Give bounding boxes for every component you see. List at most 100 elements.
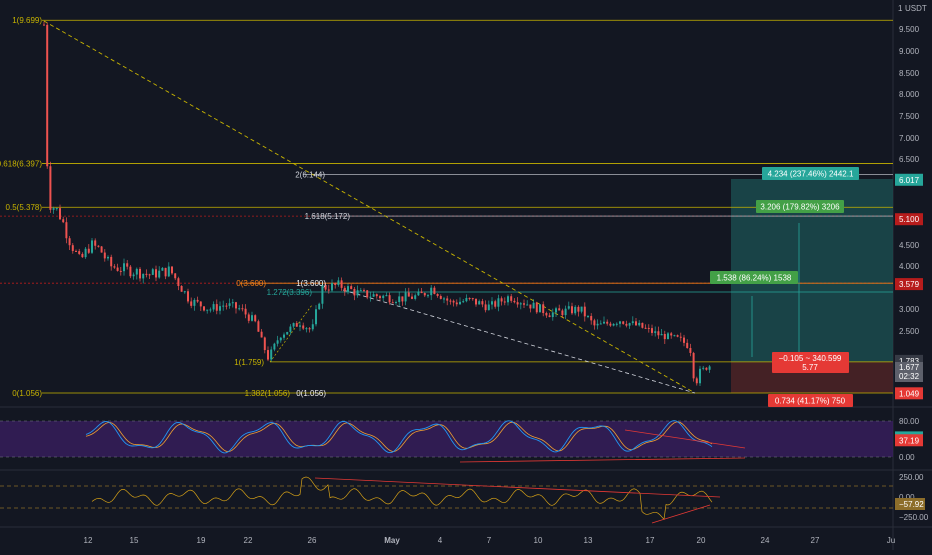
candle-body — [676, 335, 679, 337]
candle-body — [331, 283, 333, 291]
candle-body — [583, 306, 586, 317]
candle-body — [126, 263, 129, 267]
candle-body — [315, 309, 317, 325]
candle-body — [353, 288, 356, 296]
rsi-tick: 0.00 — [899, 453, 915, 462]
candle-body — [97, 245, 100, 247]
fib-extension-label: 1.618(5.172) — [305, 212, 351, 221]
candle-body — [564, 308, 567, 316]
candle-body — [625, 323, 628, 326]
target-label: 4.234 (237.46%) 2442.1 — [768, 170, 854, 179]
candle-body — [129, 266, 132, 277]
candle-body — [487, 304, 490, 311]
candle-body — [695, 378, 698, 384]
candle-body — [379, 296, 381, 299]
time-axis-label: 26 — [308, 536, 317, 545]
time-axis-label: 13 — [584, 536, 593, 545]
candle-body — [561, 310, 564, 316]
candle-body — [606, 321, 609, 324]
candle-body — [84, 248, 87, 258]
time-axis-label: 7 — [487, 536, 492, 545]
candle-body — [100, 246, 103, 253]
candle-body — [318, 303, 321, 310]
price-tick: 2.500 — [899, 327, 920, 336]
candle-body — [356, 290, 359, 296]
candle-body — [295, 323, 298, 327]
candle-body — [651, 328, 653, 333]
candle-body — [244, 308, 247, 315]
candle-body — [91, 240, 93, 253]
candle-body — [251, 315, 253, 321]
candle-body — [273, 343, 276, 350]
candle-body — [660, 333, 663, 336]
candle-body — [388, 295, 391, 303]
price-tag: 1.049 — [899, 389, 920, 398]
candle-body — [107, 256, 109, 259]
fib-extension-label: 1(3.600) — [296, 279, 326, 288]
fib-level-label: 0.618(6.397) — [0, 159, 42, 168]
candle-body — [577, 306, 580, 312]
candle-body — [161, 267, 164, 271]
candle-body — [174, 273, 177, 279]
candle-body — [647, 327, 650, 329]
candle-body — [199, 301, 202, 307]
candle-body — [417, 291, 420, 296]
candle-body — [151, 269, 154, 275]
candle-body — [55, 208, 58, 210]
candle-body — [535, 302, 538, 313]
candle-body — [443, 298, 445, 300]
price-tag: 5.100 — [899, 215, 920, 224]
candle-body — [667, 333, 669, 340]
price-tick: 4.000 — [899, 262, 920, 271]
candle-body — [670, 333, 673, 336]
candle-body — [462, 301, 465, 303]
price-tag-box — [895, 278, 923, 291]
price-tick: 4.500 — [899, 241, 920, 250]
candle-body — [167, 266, 170, 277]
candle-body — [395, 302, 397, 304]
candle-body — [468, 297, 471, 299]
candle-body — [609, 323, 612, 326]
rsi-tag: 37.19 — [899, 436, 920, 445]
candle-body — [139, 268, 141, 279]
candle-body — [171, 266, 173, 274]
time-axis-label: 4 — [438, 536, 443, 545]
candle-body — [94, 240, 97, 246]
candle-body — [43, 24, 45, 26]
candle-body — [65, 222, 68, 239]
candle-body — [558, 308, 561, 311]
candle-body — [366, 290, 369, 298]
candle-body — [449, 300, 452, 302]
candle-body — [529, 304, 532, 309]
candle-body — [78, 251, 81, 254]
time-axis-label: Ju — [887, 536, 895, 545]
time-axis-label: 10 — [534, 536, 543, 545]
candle-body — [510, 296, 513, 301]
candle-body — [321, 284, 324, 304]
entry-label-box — [772, 352, 849, 373]
stop-label-box — [768, 394, 853, 407]
cci-line — [91, 476, 713, 520]
rsi-signal-line — [85, 421, 713, 453]
candle-body — [145, 273, 148, 275]
fib-extension-label: 0(3.600) — [236, 279, 266, 288]
candle-body — [155, 269, 157, 278]
candle-body — [116, 267, 119, 271]
time-axis-label: 20 — [697, 536, 706, 545]
fib-level-label: 0.5(5.378) — [6, 203, 43, 212]
entry-label: −0.105 ~ 340.599 — [779, 354, 842, 363]
candle-body — [359, 290, 362, 292]
candle-body — [81, 253, 84, 258]
rsi-tag-box — [895, 434, 923, 447]
candle-body — [375, 294, 378, 297]
price-tag-box — [895, 173, 923, 186]
candle-body — [615, 323, 618, 325]
price-axis-scale-badge: 1 — [898, 4, 903, 13]
candle-body — [180, 286, 183, 292]
candle-body — [340, 280, 343, 288]
candle-body — [260, 331, 263, 338]
cci-tag: −57.92 — [899, 500, 924, 509]
candle-body — [628, 323, 631, 326]
